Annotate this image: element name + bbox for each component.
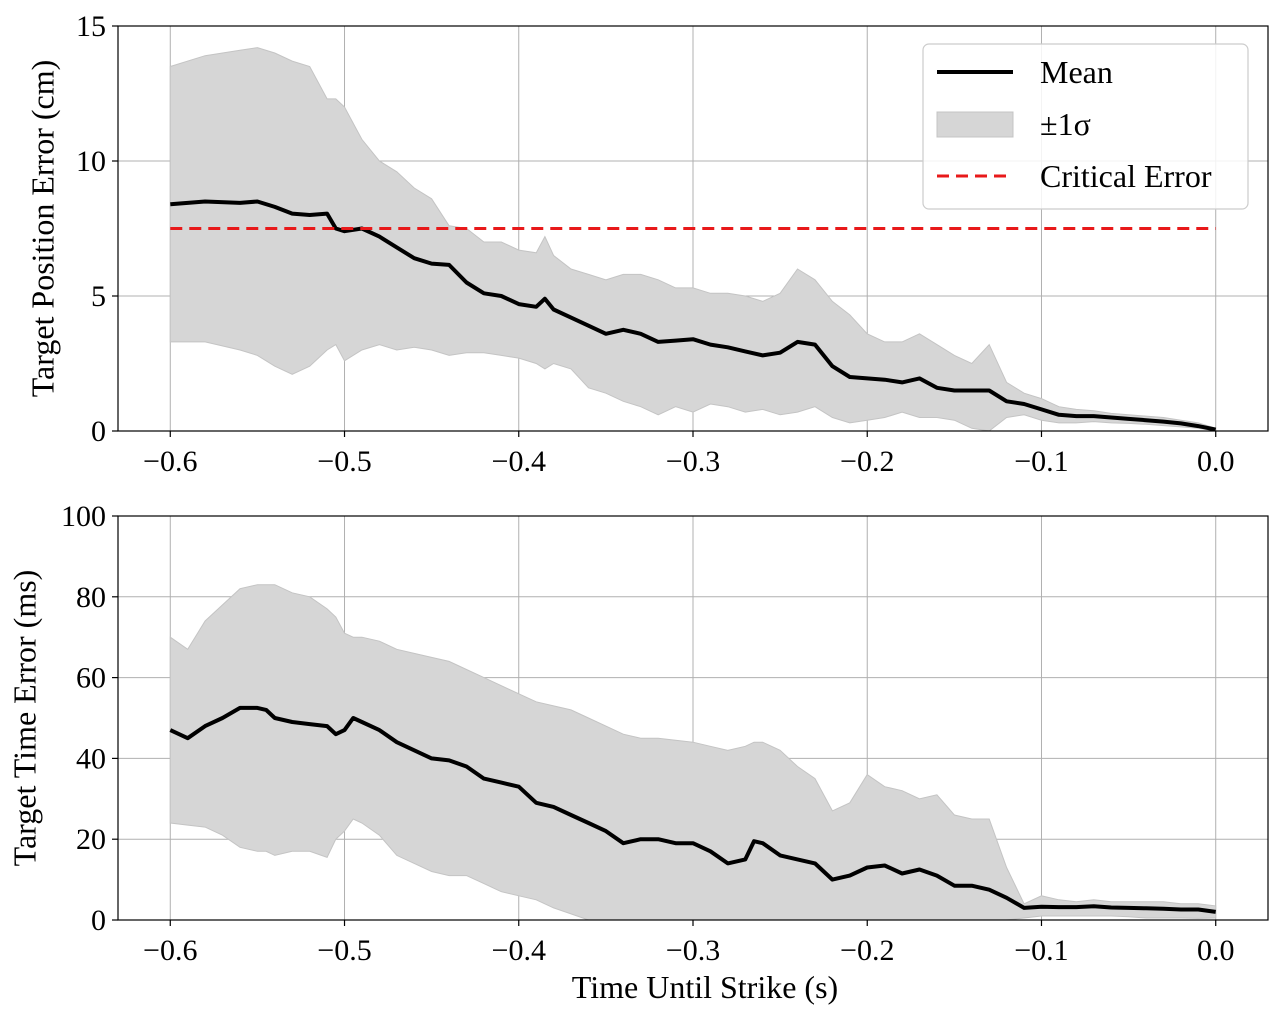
x-tick-label: −0.5 [317,445,371,478]
x-tick-label: −0.1 [1014,934,1068,967]
std-band [169,584,1217,921]
x-tick-label: −0.5 [317,934,371,967]
legend-box [922,43,1249,210]
legend: Mean ±1σ Critical Error [922,43,1249,210]
x-tick-label: −0.2 [840,934,894,967]
y-tick-label: 5 [91,280,106,313]
y-tick-label: 10 [76,145,106,178]
legend-entry: Mean [1040,54,1113,90]
mean-line [169,705,1216,914]
time-error-panel: −0.6 −0.5 −0.4 −0.3 −0.2 −0.1 0.0 0 20 40 60 80 100 T… [6,500,1269,1005]
legend-entry: Critical Error [1040,158,1212,194]
legend-band-swatch [936,111,1014,138]
position-error-panel: −0.6 −0.5 −0.4 −0.3 −0.2 −0.1 0.0 0 5 10 15 Target … [24,10,1269,478]
y-tick-label: 0 [91,904,106,937]
x-tick-label: −0.6 [143,934,197,967]
x-axis-label: Time Until Strike (s) [572,969,838,1005]
y-axis-label: Target Position Error (cm) [24,60,60,398]
y-tick-label: 100 [61,500,106,533]
y-axis-label: Target Time Error (ms) [6,570,42,867]
x-tick-label: −0.6 [143,445,197,478]
x-tick-label: 0.0 [1197,445,1235,478]
x-tick-label: −0.4 [492,934,546,967]
x-tick-label: 0.0 [1197,934,1235,967]
legend-entry: ±1σ [1040,106,1091,142]
y-tick-label: 40 [76,742,106,775]
y-tick-label: 60 [76,662,106,695]
x-tick-label: −0.4 [492,445,546,478]
y-tick-label: 0 [91,415,106,448]
x-tick-label: −0.2 [840,445,894,478]
y-tick-label: 20 [76,823,106,856]
y-tick-label: 15 [76,10,106,43]
x-tick-label: −0.3 [666,445,720,478]
y-tick-label: 80 [76,581,106,614]
x-tick-label: −0.1 [1014,445,1068,478]
x-tick-label: −0.3 [666,934,720,967]
